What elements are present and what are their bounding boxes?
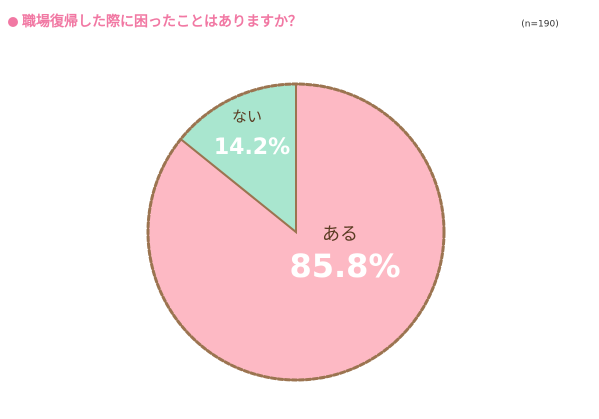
title-bullet <box>8 17 18 27</box>
slice-value-label: 14.2% <box>214 135 290 160</box>
slice-category-label: ない <box>232 108 262 126</box>
slice-category-label: ある <box>322 224 358 245</box>
chart-subtitle: (n=190) <box>521 20 558 30</box>
slice-value-label: 85.8% <box>289 247 400 285</box>
chart-title: 職場復帰した際に困ったことはありますか？ <box>22 13 302 30</box>
pie-border <box>146 82 446 382</box>
